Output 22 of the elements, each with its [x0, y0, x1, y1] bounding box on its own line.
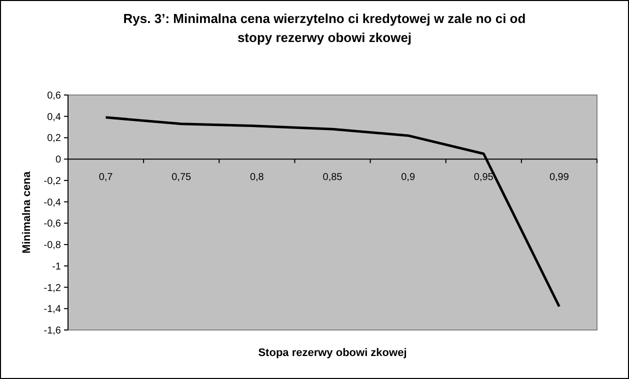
y-tick-label: -1,4 [44, 304, 62, 316]
x-tick-label: 0,9 [401, 172, 416, 184]
y-tick-label: 0,4 [47, 112, 62, 123]
y-tick-label: 0 [55, 154, 62, 166]
y-tick-label: -1,6 [44, 326, 62, 336]
y-tick-label: -0,8 [44, 240, 62, 252]
y-tick-label: -0,6 [44, 218, 62, 230]
chart-title: Rys. 3’: Minimalna cena wierzytelno ci kredytowej w zale no ci od stopy rezerwy obowi zkowej [123, 11, 526, 45]
x-tick-label: 0,99 [549, 172, 570, 184]
y-tick-label: -0,4 [44, 197, 62, 208]
x-tick-label: 0,8 [250, 172, 264, 184]
x-tick-label: 0,7 [98, 172, 114, 184]
x-axis-title: Stopa rezerwy obowi zkowej [258, 347, 407, 359]
y-tick-label: -1 [52, 261, 62, 272]
y-axis-title: Minimalna cena [21, 170, 33, 254]
x-tick-label: 0,95 [474, 172, 494, 184]
y-tick-label: -0,2 [44, 176, 62, 187]
y-tick-label: 0,6 [47, 90, 62, 102]
y-tick-label: 0,2 [47, 133, 62, 144]
y-tick-label: -1,2 [44, 282, 62, 294]
x-tick-label: 0,75 [172, 172, 192, 184]
x-tick-label: 0,85 [322, 172, 343, 184]
